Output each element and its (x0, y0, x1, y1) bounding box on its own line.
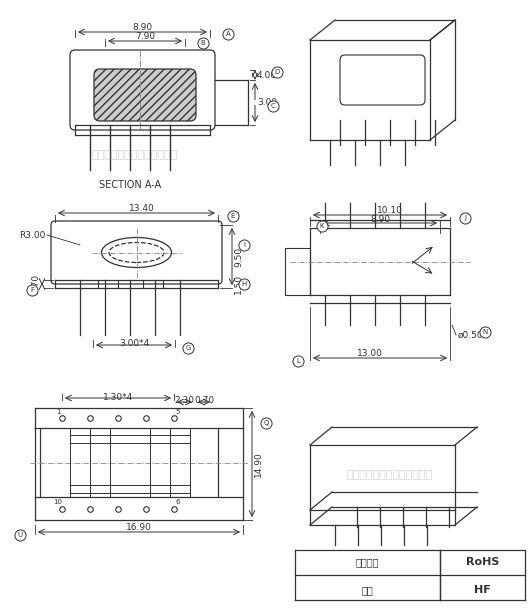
Text: RoHS: RoHS (466, 557, 499, 567)
Text: 13.00: 13.00 (357, 349, 383, 358)
Text: 14.90: 14.90 (254, 451, 263, 477)
Text: I: I (243, 242, 245, 248)
Text: C: C (271, 102, 276, 109)
Text: 10.10: 10.10 (377, 206, 403, 215)
Text: 6: 6 (176, 500, 180, 506)
Text: 8.90: 8.90 (132, 23, 152, 32)
Text: 7.90: 7.90 (135, 32, 155, 41)
Text: 客户确认: 客户确认 (356, 557, 379, 567)
Text: 3.00: 3.00 (257, 98, 277, 107)
Text: 10: 10 (54, 500, 63, 506)
Text: U: U (18, 532, 22, 538)
Text: A: A (226, 31, 230, 37)
Text: 东菞市一世电子有限公司业务: 东菞市一世电子有限公司业务 (92, 150, 178, 160)
Text: D: D (275, 69, 280, 75)
Text: 5: 5 (176, 409, 180, 415)
Text: 16.90: 16.90 (126, 523, 152, 532)
Text: SECTION A-A: SECTION A-A (99, 180, 161, 190)
Text: HF: HF (474, 585, 491, 595)
Text: 1.50: 1.50 (234, 274, 243, 294)
Text: R3.00: R3.00 (19, 231, 45, 240)
Text: K: K (320, 223, 324, 229)
Text: G: G (185, 345, 191, 351)
FancyBboxPatch shape (94, 69, 196, 121)
Text: Q: Q (263, 420, 269, 426)
Text: 3.00*4: 3.00*4 (119, 339, 149, 348)
Text: 2.30: 2.30 (174, 396, 194, 405)
Text: N: N (482, 329, 487, 335)
Text: 1.30*4: 1.30*4 (103, 393, 133, 402)
Text: 签回: 签回 (362, 585, 373, 595)
Text: L: L (296, 358, 300, 364)
Text: 3.70: 3.70 (31, 274, 40, 294)
Bar (70, 485, 190, 493)
Text: 13.40: 13.40 (129, 204, 155, 213)
Text: B: B (201, 40, 205, 46)
Text: J: J (464, 215, 466, 221)
Text: 0.70: 0.70 (194, 396, 214, 405)
Text: E: E (231, 213, 235, 219)
Bar (70, 435, 190, 443)
Text: 东菞市洋通电子有限公司业务: 东菞市洋通电子有限公司业务 (347, 470, 433, 480)
Text: 4.00: 4.00 (257, 71, 277, 79)
Text: ø0.50: ø0.50 (458, 331, 484, 340)
Bar (285, 248, 310, 295)
Text: 9.50: 9.50 (234, 246, 243, 267)
Text: 8.90: 8.90 (370, 215, 390, 224)
Text: 1: 1 (56, 409, 60, 415)
Text: H: H (242, 281, 246, 287)
Text: F: F (30, 287, 34, 293)
